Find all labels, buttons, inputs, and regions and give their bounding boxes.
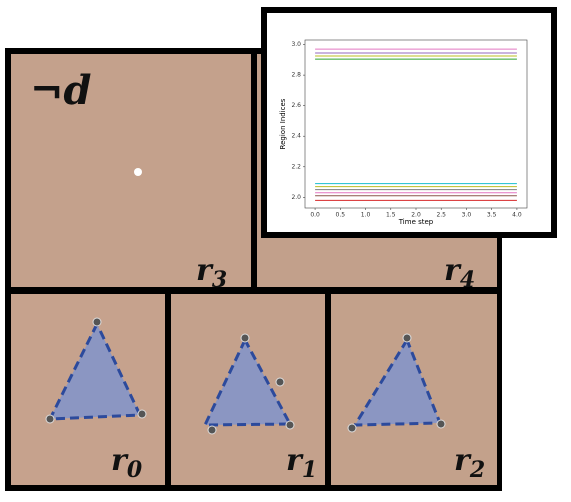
x-axis-label: Time step (398, 218, 434, 226)
region-label: r2 (454, 443, 485, 483)
region-label: r4 (444, 253, 475, 293)
y-tick-label: 2.6 (291, 102, 301, 109)
region-name: r (286, 443, 304, 478)
region-index: 1 (302, 457, 317, 483)
x-tick-label: 4.0 (512, 212, 522, 219)
y-tick-label: 2.0 (291, 194, 301, 201)
triangle (202, 336, 293, 427)
y-tick-label: 2.8 (291, 72, 301, 79)
region-index: 2 (469, 457, 485, 483)
x-tick-label: 2.5 (436, 212, 446, 219)
region-index: 0 (127, 457, 143, 483)
inset (261, 7, 557, 238)
region-name: r (444, 253, 462, 288)
region-label: r1 (286, 443, 317, 483)
region-label: r0 (111, 443, 143, 483)
region-name: r (111, 443, 129, 478)
triangle (47, 320, 143, 421)
y-axis-label: Region Indices (279, 98, 287, 149)
region-index: 3 (212, 267, 227, 293)
y-tick-label: 2.4 (291, 133, 301, 140)
x-tick-label: 0.0 (310, 212, 320, 219)
x-tick-label: 1.5 (386, 212, 396, 219)
triangles (47, 320, 443, 427)
markers (45, 317, 446, 435)
y-tick-label: 3.0 (291, 41, 301, 48)
region-label: r3 (196, 253, 227, 293)
region-name: r (454, 443, 472, 478)
object (134, 168, 142, 176)
region-panel (11, 54, 251, 287)
x-tick-label: 0.5 (336, 212, 346, 219)
region-name: r (196, 253, 214, 288)
x-tick-label: 1.0 (361, 212, 371, 219)
negation-label: ¬d (30, 67, 92, 114)
y-tick-label: 2.2 (291, 163, 301, 170)
x-tick-label: 3.5 (487, 212, 497, 219)
region-index: 4 (460, 267, 475, 293)
triangle (352, 336, 443, 427)
x-tick-label: 2.0 (411, 212, 421, 219)
x-tick-label: 3.0 (462, 212, 472, 219)
